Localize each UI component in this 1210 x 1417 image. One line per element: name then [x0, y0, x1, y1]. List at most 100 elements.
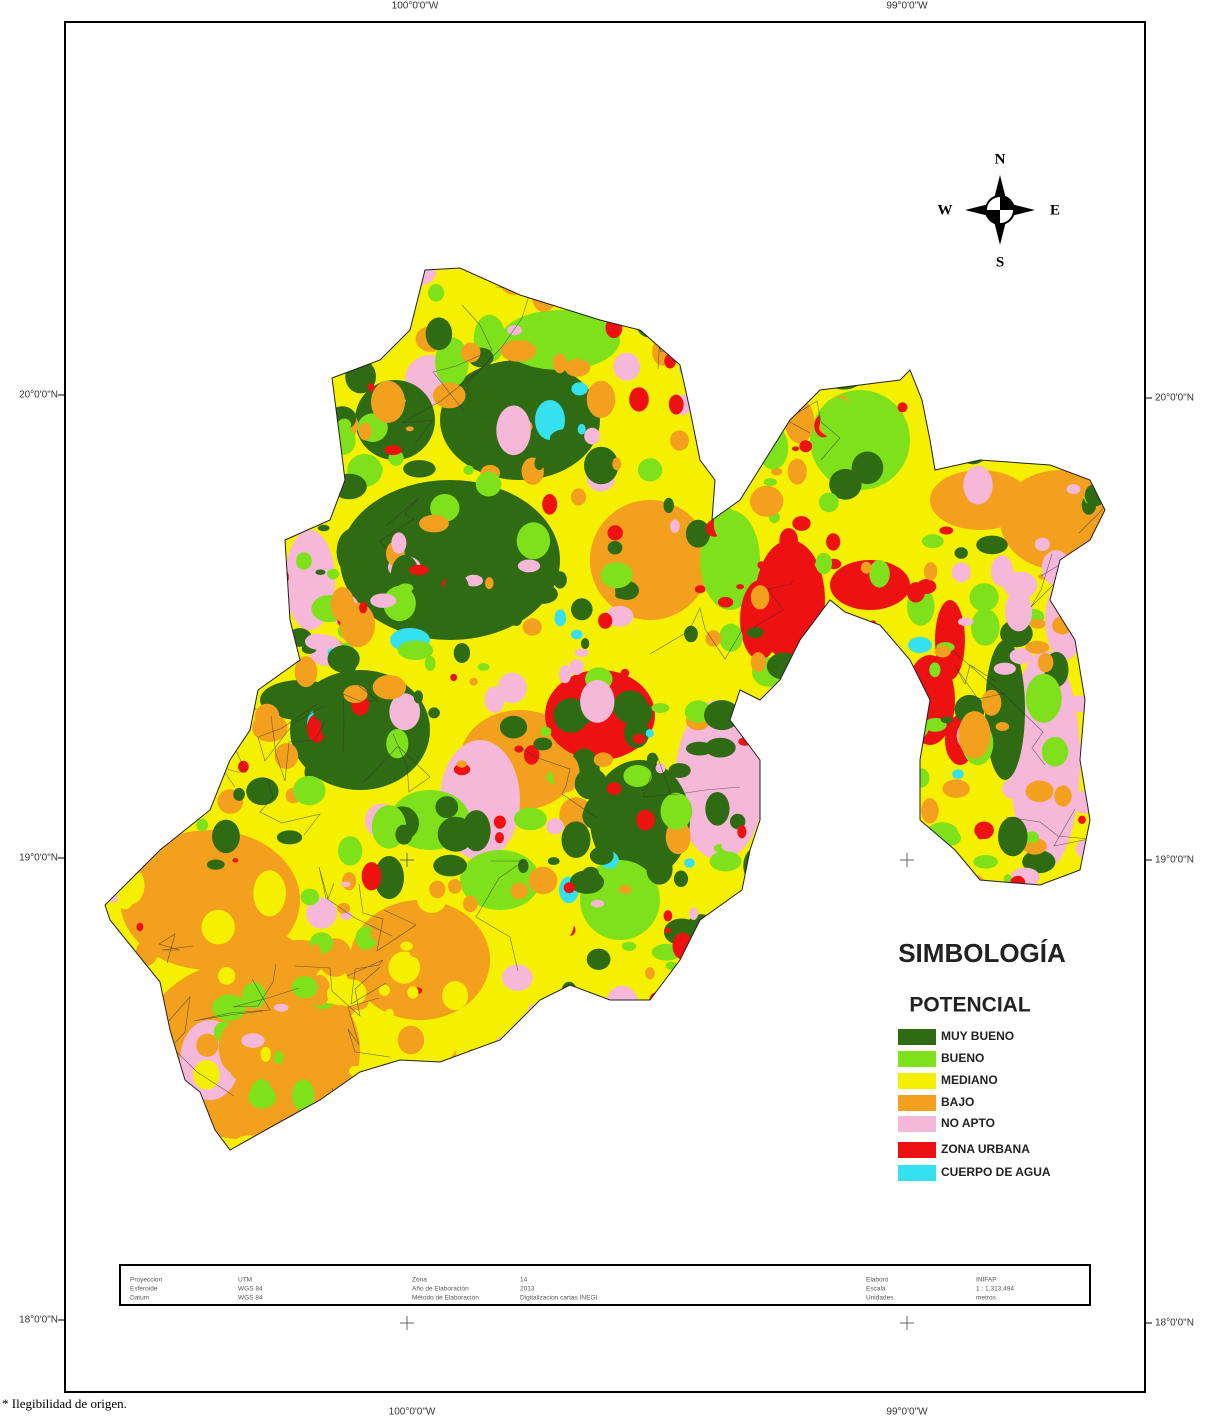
land-patch	[218, 1022, 253, 1074]
land-patch	[477, 663, 490, 671]
land-patch	[286, 1005, 308, 1024]
land-patch	[320, 712, 341, 741]
land-patch	[613, 352, 641, 381]
legend-swatch	[898, 1051, 936, 1067]
land-patch	[496, 405, 531, 456]
municipal-boundary	[358, 883, 417, 952]
land-patch	[664, 927, 671, 934]
municipal-boundary	[318, 866, 393, 937]
land-patch	[391, 532, 407, 554]
land-patch	[607, 525, 623, 541]
legend-label: CUERPO DE AGUA	[941, 1165, 1051, 1179]
land-patch	[574, 767, 608, 800]
legend-swatch	[898, 1073, 936, 1089]
land-patch	[685, 519, 711, 548]
land-patch	[629, 387, 649, 412]
land-zone	[350, 900, 490, 1020]
land-patch	[388, 397, 401, 412]
land-patch	[894, 440, 908, 452]
municipal-boundary	[347, 997, 391, 1058]
land-patch	[584, 446, 619, 485]
compass-label: N	[995, 151, 1006, 167]
land-patch	[750, 652, 766, 673]
municipal-boundary	[259, 777, 321, 836]
land-patch	[384, 1008, 395, 1019]
municipal-boundary	[342, 685, 379, 753]
land-patch	[819, 397, 856, 441]
land-patch	[1030, 619, 1046, 629]
land-patch	[941, 830, 961, 846]
land-patch	[542, 904, 574, 943]
land-patch	[1004, 590, 1033, 632]
land-patch	[371, 380, 405, 423]
land-patch	[660, 792, 693, 830]
land-patch	[497, 672, 527, 704]
state-outline	[104, 267, 1106, 1151]
municipal-boundary	[401, 363, 488, 444]
land-patch	[464, 574, 483, 587]
coord-label: 20°0'0"N	[19, 390, 58, 401]
land-patch	[829, 468, 862, 500]
land-patch	[563, 882, 575, 894]
land-patch	[340, 881, 351, 888]
land-patch	[315, 569, 326, 575]
land-patch	[673, 870, 689, 888]
land-patch	[558, 665, 572, 684]
land-patch	[605, 605, 634, 627]
land-patch	[704, 700, 740, 731]
land-patch	[405, 426, 414, 432]
land-patch	[974, 821, 994, 840]
land-patch	[663, 497, 674, 514]
land-patch	[358, 422, 372, 441]
land-patch	[1004, 782, 1025, 794]
land-patch	[435, 796, 459, 819]
land-patch	[359, 601, 368, 614]
land-patch	[580, 719, 591, 724]
coord-label: 18°0'0"N	[1155, 1318, 1194, 1329]
land-patch	[397, 1025, 425, 1055]
land-patch	[705, 630, 722, 647]
land-patch	[969, 583, 999, 612]
municipal-boundary	[519, 746, 598, 819]
legend-swatch	[898, 1029, 936, 1045]
land-patch	[763, 478, 777, 487]
municipal-boundary	[158, 933, 194, 964]
land-patch	[407, 986, 419, 999]
info-text: 1 : 1,313,494	[976, 1286, 1014, 1293]
land-patch	[374, 856, 405, 900]
land-patch	[1009, 648, 1033, 665]
land-patch	[296, 552, 312, 570]
land-patch	[584, 427, 600, 445]
land-patch	[580, 638, 590, 650]
land-patch	[263, 936, 299, 966]
municipal-boundary	[951, 649, 1046, 766]
land-patch	[860, 561, 872, 574]
municipal-boundary	[270, 715, 326, 782]
land-patch	[636, 809, 655, 831]
municipal-boundary	[1005, 808, 1090, 847]
land-patch	[453, 763, 471, 776]
land-patch	[355, 460, 383, 478]
municipal-boundary	[294, 965, 381, 1017]
legend-swatch	[898, 1165, 936, 1181]
land-patch	[924, 718, 947, 732]
land-patch	[705, 737, 736, 758]
land-patch	[736, 584, 744, 590]
land-patch	[607, 541, 623, 555]
land-patch	[294, 656, 318, 688]
land-patch	[951, 562, 971, 583]
land-patch	[484, 863, 517, 884]
land-patch	[1034, 537, 1050, 551]
land-patch	[372, 675, 407, 700]
land-patch	[436, 962, 462, 984]
legend-label: BUENO	[941, 1051, 984, 1065]
coord-label: 99°0'0"W	[886, 1, 928, 12]
land-patch	[923, 562, 938, 581]
land-patch	[689, 907, 699, 920]
municipal-boundary	[193, 978, 271, 1022]
land-patch	[577, 423, 586, 435]
land-patch	[583, 795, 618, 832]
municipal-boundary	[954, 664, 1007, 700]
land-patch	[787, 458, 807, 485]
info-text: WGS 84	[238, 1295, 263, 1302]
